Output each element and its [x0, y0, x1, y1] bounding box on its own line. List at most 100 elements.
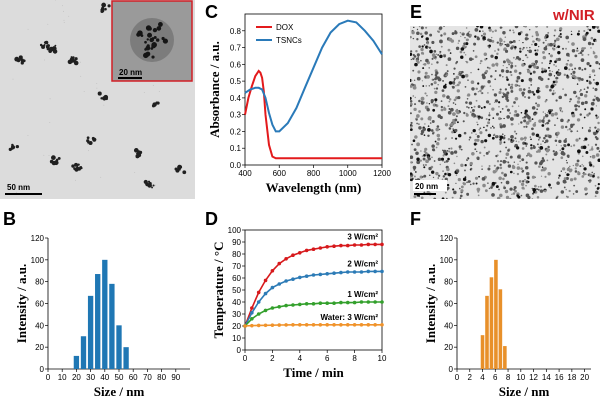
d-series-label: 1 W/cm² [347, 290, 378, 299]
d-point [277, 261, 282, 266]
d-point [380, 323, 384, 327]
d-point [373, 323, 377, 327]
d-y-tick-label: 30 [232, 310, 241, 319]
tem-image-e-svg: 20 nm [410, 26, 600, 199]
d-y-tick-label: 40 [232, 298, 241, 307]
d-point [318, 246, 323, 250]
d-point [332, 323, 336, 327]
d-x-tick-label: 8 [352, 354, 357, 363]
scale-bar-label-e: 20 nm [415, 182, 438, 191]
d-point [270, 269, 275, 273]
f-x-tick-label: 4 [480, 373, 485, 382]
d-point [380, 300, 384, 304]
f-x-tick-label: 10 [516, 373, 525, 382]
d-point [339, 300, 343, 305]
d-point [277, 282, 282, 286]
d-point [243, 324, 247, 328]
d-point [359, 323, 364, 327]
b-bar [123, 347, 129, 369]
d-point [373, 269, 377, 274]
c-series-line [244, 69, 382, 160]
d-point [277, 323, 282, 327]
c-legend-label: DOX [276, 23, 294, 32]
inset-scale-bar-label: 20 nm [119, 68, 142, 77]
f-x-tick-label: 2 [468, 373, 473, 382]
b-y-tick-label: 120 [31, 234, 45, 243]
d-point [359, 300, 364, 304]
d-point [284, 279, 288, 283]
d-x-tick-label: 0 [243, 354, 248, 363]
b-x-tick-label: 0 [46, 373, 51, 382]
d-point [332, 271, 336, 275]
d-point [250, 317, 254, 321]
c-x-tick-label: 800 [307, 169, 321, 178]
d-point [352, 270, 357, 274]
d-y-tick-label: 0 [237, 346, 242, 355]
b-y-tick-label: 80 [35, 278, 44, 287]
d-point [345, 270, 350, 274]
f-x-tick-label: 18 [567, 373, 576, 382]
f-y-tick-label: 0 [449, 365, 454, 374]
d-point [250, 323, 254, 328]
panel-label-e: E [410, 2, 423, 22]
c-y-tick-label: 0.8 [230, 27, 242, 36]
d-point [325, 272, 329, 276]
b-bar [95, 274, 101, 369]
d-point [332, 244, 336, 248]
c-y-tick-label: 0.0 [230, 161, 242, 170]
c-x-tick-label: 1200 [373, 169, 391, 178]
d-point [345, 300, 350, 305]
d-y-tick-label: 50 [232, 286, 241, 295]
d-point [284, 303, 288, 308]
d-point [366, 269, 371, 274]
b-x-tick-label: 60 [129, 373, 138, 382]
f-x-tick-label: 20 [580, 373, 589, 382]
d-x-tick-label: 2 [270, 354, 275, 363]
c-y-tick-label: 0.7 [230, 44, 242, 53]
b-bar [80, 336, 87, 369]
b-x-tick-label: 50 [115, 373, 124, 382]
d-point [325, 323, 329, 327]
b-x-tick-label: 30 [86, 373, 95, 382]
d-point [325, 301, 329, 305]
absorbance-chart: 400 600 800 1000 1200 0.0 0.1 0.2 0.3 0.4 0.5 0.6 0.… [207, 13, 391, 195]
panel-label-f: F [410, 209, 421, 229]
f-y-tick-label: 100 [440, 256, 454, 265]
d-point [277, 305, 282, 309]
d-point [298, 251, 302, 255]
d-point [291, 323, 295, 327]
d-point [311, 323, 316, 327]
d-point [373, 242, 377, 247]
d-point [298, 323, 302, 327]
b-y-tick-label: 20 [35, 343, 44, 352]
d-point [304, 248, 309, 253]
c-x-tick-label: 1000 [339, 169, 357, 178]
panel-label-d: D [205, 209, 218, 229]
c-y-tick-label: 0.4 [230, 94, 242, 103]
d-point [352, 323, 357, 327]
f-y-tick-label: 20 [444, 343, 453, 352]
c-y-tick-label: 0.6 [230, 60, 242, 69]
d-point [250, 306, 254, 310]
f-bar [485, 295, 489, 369]
d-point [263, 323, 268, 328]
d-y-axis-label: Temperature / °C [211, 242, 226, 339]
c-plot-frame [244, 13, 383, 166]
f-x-tick-label: 6 [493, 373, 498, 382]
panel-label-c: C [205, 2, 218, 22]
d-point [263, 291, 268, 296]
d-point [304, 274, 309, 278]
d-y-tick-label: 10 [232, 334, 241, 343]
d-x-tick-label: 6 [325, 354, 330, 363]
c-y-tick-label: 0.2 [230, 127, 242, 136]
d-point [380, 242, 384, 247]
d-point [339, 323, 343, 327]
tem-image-a-svg: 20 nm 50 nm [0, 0, 195, 199]
d-point [339, 270, 343, 275]
d-point [318, 323, 323, 327]
d-x-axis-label: Time / min [283, 365, 344, 380]
b-y-tick-label: 0 [40, 365, 45, 374]
c-series-line [244, 19, 383, 133]
tem-image-a: 20 nm 50 nm [0, 0, 195, 199]
b-y-axis-label: Intensity / a.u. [14, 264, 29, 343]
